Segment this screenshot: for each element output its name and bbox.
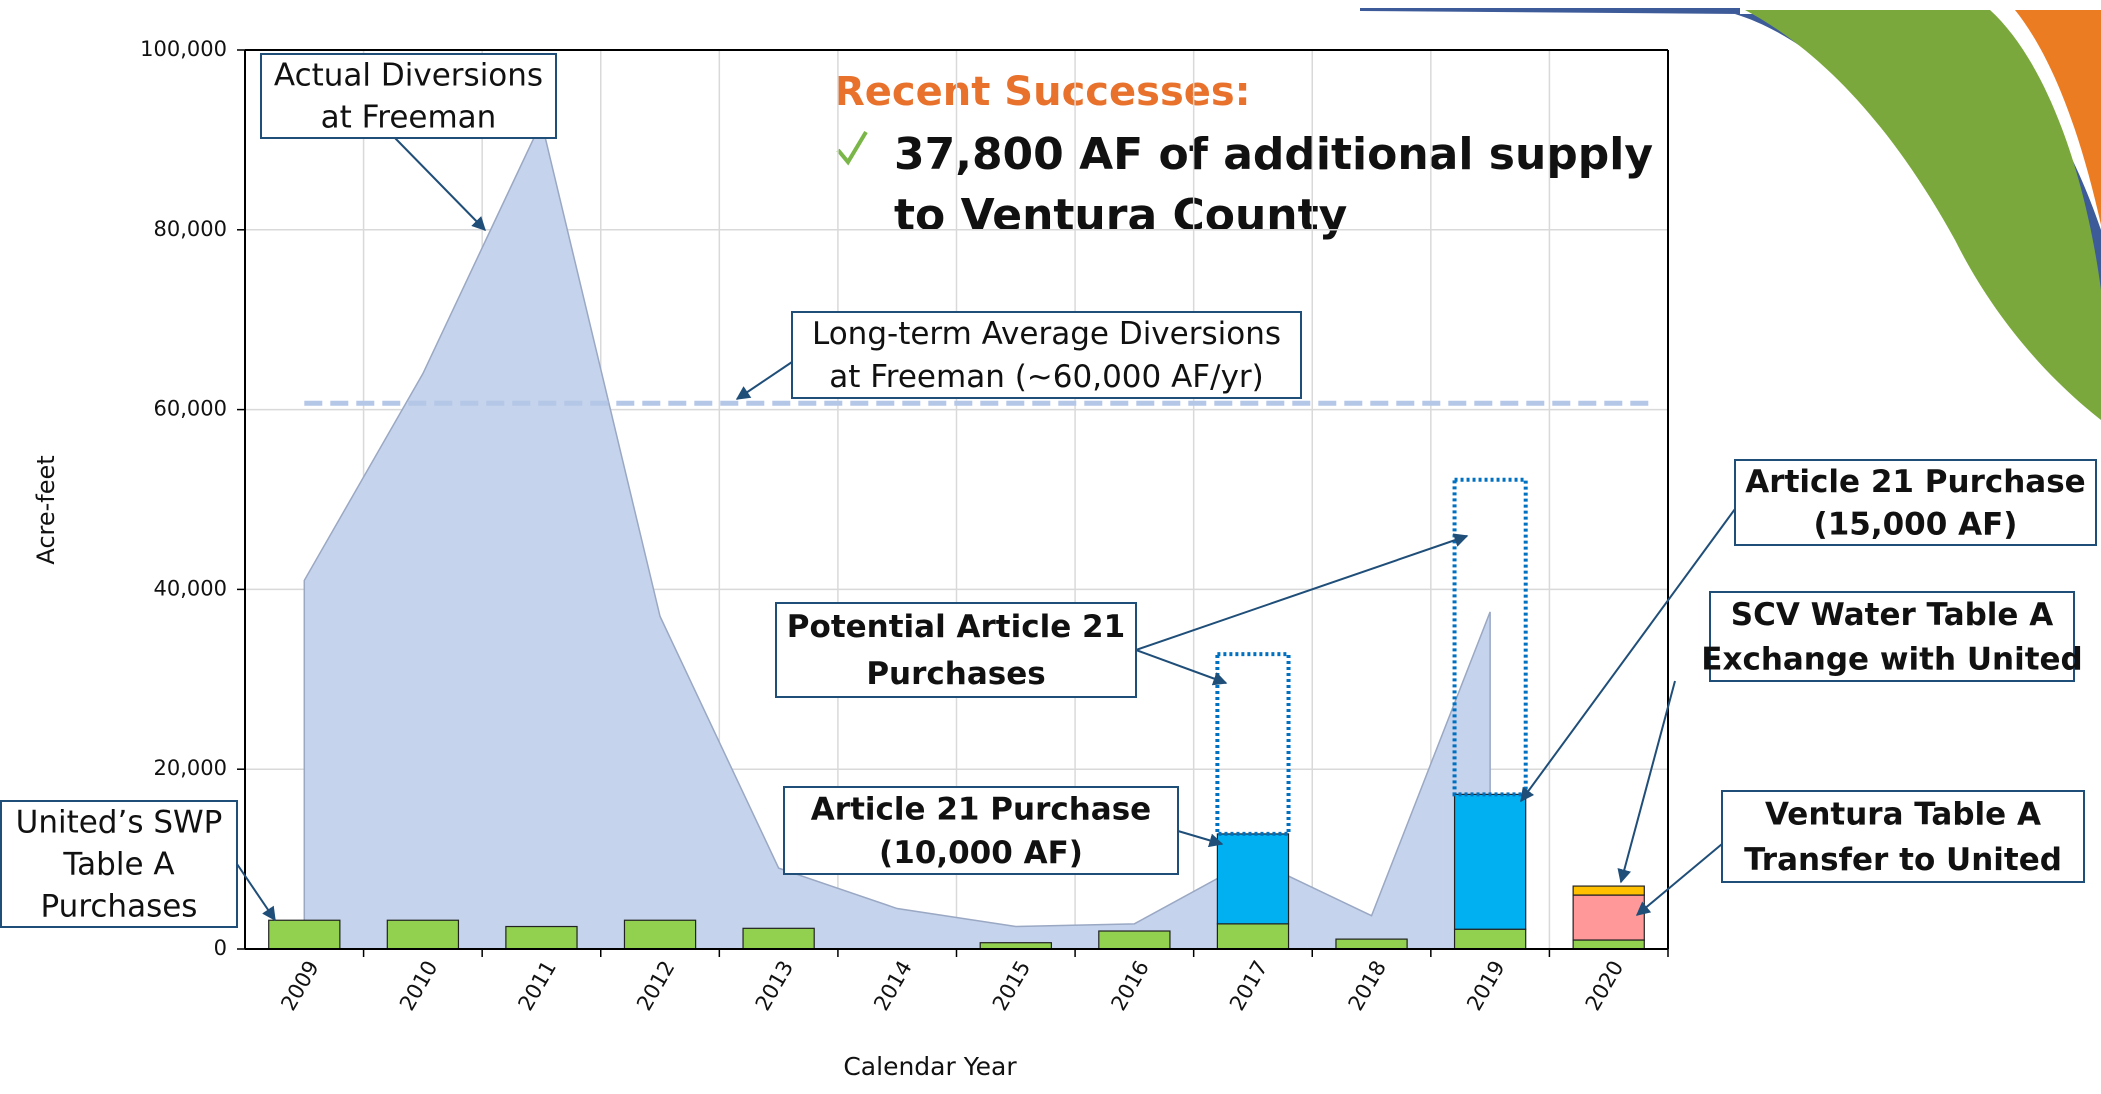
annotation-text: Purchases — [866, 656, 1045, 692]
subtitle: 37,800 AF of additional supply — [894, 129, 1653, 180]
chart: Recent Successes: 37,800 AF of additiona… — [0, 0, 2101, 1094]
y-tick-label: 100,000 — [140, 37, 227, 61]
annotation-text: Purchases — [41, 889, 198, 925]
bar — [1455, 794, 1526, 929]
bar — [743, 928, 814, 949]
bar — [624, 920, 695, 949]
annotation-text: Article 21 Purchase — [1745, 464, 2085, 500]
bar — [1336, 939, 1407, 949]
annotation-text: (10,000 AF) — [879, 835, 1083, 871]
x-tick-label: 2010 — [395, 957, 443, 1015]
annotation-text: Potential Article 21 — [787, 609, 1125, 645]
annotation-arrow — [1136, 536, 1467, 650]
decoration — [1360, 8, 2101, 420]
x-tick-label: 2020 — [1581, 957, 1629, 1015]
bar — [1217, 834, 1288, 924]
check-icon — [838, 132, 866, 162]
annotation-text: Actual Diversions — [274, 58, 543, 94]
bar — [1217, 924, 1288, 949]
annotation-text: Table A — [62, 847, 174, 883]
annotation-text: Ventura Table A — [1765, 796, 2041, 832]
bar — [1455, 929, 1526, 949]
annotation-arrow — [395, 138, 485, 230]
annotation-text: Long-term Average Diversions — [812, 316, 1281, 352]
annotation-text: Exchange with United — [1701, 641, 2082, 677]
annotation-arrow — [737, 362, 792, 399]
y-tick-label: 0 — [214, 936, 227, 960]
bar — [1099, 931, 1170, 949]
bar — [1573, 886, 1644, 895]
annotation-arrow — [1136, 650, 1226, 683]
annotation-text: Transfer to United — [1744, 842, 2062, 878]
bar — [269, 920, 340, 949]
annotation-arrow — [1621, 681, 1675, 882]
bar — [506, 927, 577, 949]
x-tick-label: 2017 — [1225, 957, 1273, 1015]
title: Recent Successes: — [834, 69, 1251, 115]
x-tick-label: 2015 — [988, 957, 1036, 1015]
x-tick-label: 2009 — [276, 957, 324, 1015]
y-tick-label: 60,000 — [154, 397, 227, 421]
x-tick-label: 2019 — [1462, 957, 1510, 1015]
annotation-text: United’s SWP — [16, 805, 223, 841]
annotation-arrow — [1637, 844, 1722, 915]
x-tick-label: 2012 — [632, 957, 680, 1015]
y-axis-label: Acre-feet — [32, 455, 60, 564]
bar — [1217, 654, 1288, 834]
x-tick-label: 2018 — [1344, 957, 1392, 1015]
bar — [1573, 940, 1644, 949]
annotation-text: at Freeman (~60,000 AF/yr) — [829, 359, 1264, 395]
bar — [1573, 895, 1644, 940]
x-axis-label: Calendar Year — [843, 1052, 1017, 1081]
y-tick-label: 80,000 — [154, 217, 227, 241]
bar — [387, 920, 458, 949]
y-tick-label: 40,000 — [154, 576, 227, 600]
annotation-arrow — [237, 864, 275, 920]
annotation-arrow — [1178, 831, 1222, 844]
x-tick-label: 2013 — [751, 957, 799, 1015]
annotation-text: Article 21 Purchase — [811, 791, 1151, 827]
x-tick-label: 2011 — [513, 957, 561, 1015]
subtitle: to Ventura County — [894, 190, 1347, 241]
x-tick-label: 2016 — [1106, 957, 1154, 1015]
annotation-text: SCV Water Table A — [1731, 597, 2054, 633]
annotation-text: (15,000 AF) — [1814, 506, 2018, 542]
y-tick-label: 20,000 — [154, 756, 227, 780]
x-tick-label: 2014 — [869, 957, 917, 1015]
annotation-text: at Freeman — [321, 100, 497, 136]
